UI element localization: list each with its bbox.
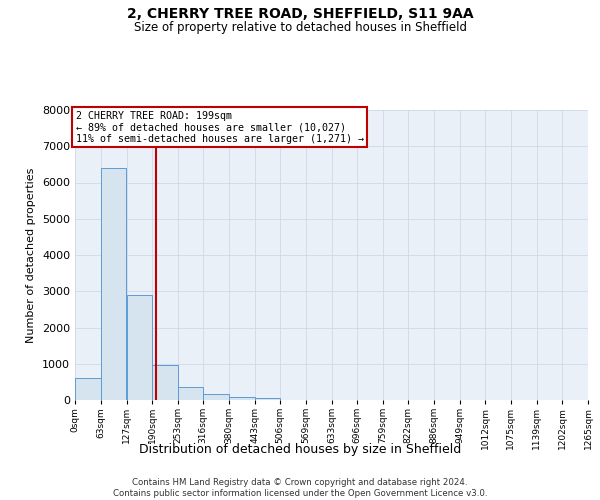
- Bar: [75, 378, 101, 400]
- Text: Size of property relative to detached houses in Sheffield: Size of property relative to detached ho…: [133, 22, 467, 35]
- Text: Contains HM Land Registry data © Crown copyright and database right 2024.
Contai: Contains HM Land Registry data © Crown c…: [113, 478, 487, 498]
- Bar: [229, 396, 254, 400]
- Text: 2 CHERRY TREE ROAD: 199sqm
← 89% of detached houses are smaller (10,027)
11% of : 2 CHERRY TREE ROAD: 199sqm ← 89% of deta…: [76, 110, 364, 144]
- Y-axis label: Number of detached properties: Number of detached properties: [26, 168, 37, 342]
- Bar: [203, 394, 229, 400]
- Bar: [127, 295, 152, 400]
- Text: 2, CHERRY TREE ROAD, SHEFFIELD, S11 9AA: 2, CHERRY TREE ROAD, SHEFFIELD, S11 9AA: [127, 8, 473, 22]
- Bar: [152, 365, 178, 400]
- Bar: [178, 386, 203, 400]
- Text: Distribution of detached houses by size in Sheffield: Distribution of detached houses by size …: [139, 442, 461, 456]
- Bar: [101, 168, 126, 400]
- Bar: [254, 398, 280, 400]
